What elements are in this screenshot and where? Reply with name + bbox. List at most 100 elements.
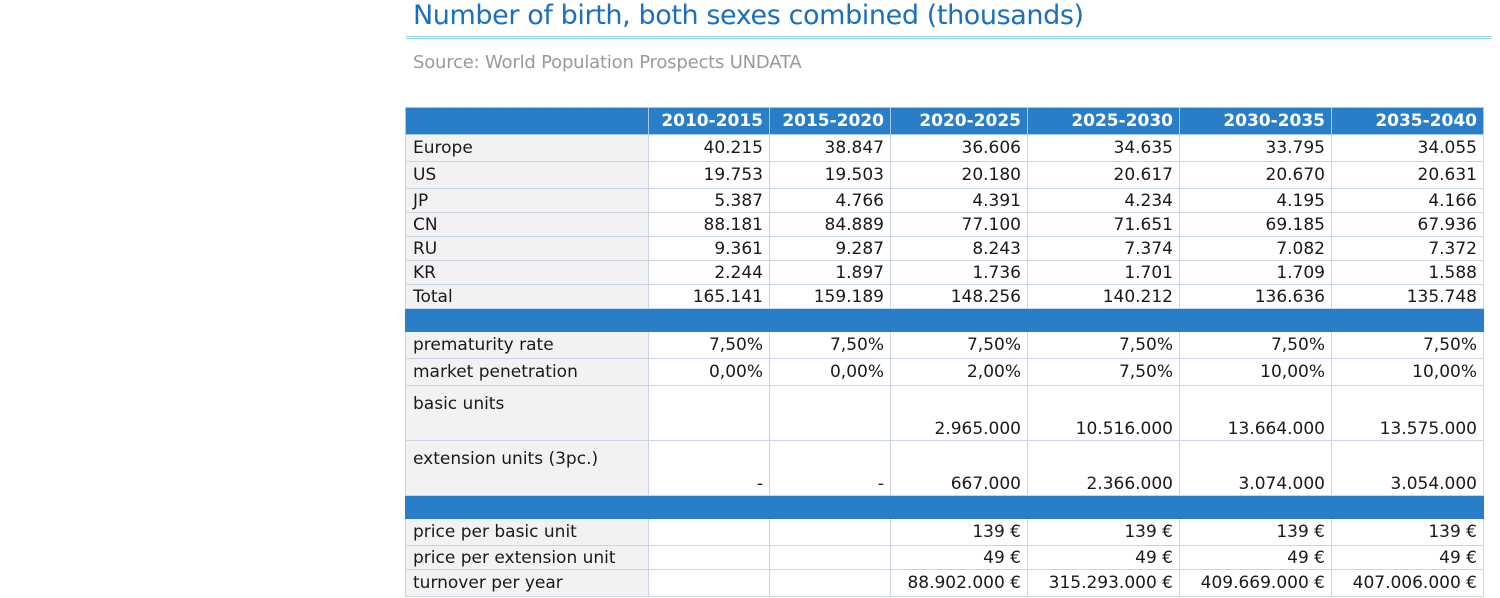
data-cell[interactable]: 1.701 [1027,260,1180,285]
data-cell[interactable]: 140.212 [1027,284,1180,309]
data-cell[interactable]: 136.636 [1179,284,1332,309]
data-cell[interactable]: 84.889 [769,212,891,237]
data-cell[interactable]: 49 € [1027,545,1180,570]
data-cell[interactable]: 7.372 [1331,236,1484,261]
data-cell[interactable]: - [648,440,770,496]
data-cell[interactable]: 34.635 [1027,134,1180,162]
data-cell[interactable]: 2,00% [890,358,1028,386]
data-cell[interactable]: 7,50% [648,331,770,359]
column-header[interactable]: 2015-2020 [769,107,891,135]
data-cell[interactable]: 10.516.000 [1027,385,1180,441]
data-cell[interactable]: 4.195 [1179,188,1332,213]
data-cell[interactable]: 4.166 [1331,188,1484,213]
data-cell[interactable]: 139 € [1027,518,1180,546]
data-cell[interactable]: 4.234 [1027,188,1180,213]
data-cell[interactable]: 71.651 [1027,212,1180,237]
data-cell[interactable]: 148.256 [890,284,1028,309]
data-cell[interactable]: 36.606 [890,134,1028,162]
data-cell[interactable]: 3.054.000 [1331,440,1484,496]
data-cell[interactable]: 667.000 [890,440,1028,496]
data-cell[interactable]: 315.293.000 € [1027,569,1180,597]
data-cell[interactable]: 67.936 [1331,212,1484,237]
data-cell[interactable]: 34.055 [1331,134,1484,162]
data-cell[interactable]: 49 € [1331,545,1484,570]
data-cell[interactable]: 5.387 [648,188,770,213]
data-cell[interactable]: 13.575.000 [1331,385,1484,441]
data-cell[interactable]: 0,00% [769,358,891,386]
data-cell[interactable]: 7,50% [1331,331,1484,359]
data-cell[interactable]: 19.753 [648,161,770,189]
column-header[interactable]: 2030-2035 [1179,107,1332,135]
data-cell[interactable]: 165.141 [648,284,770,309]
data-cell[interactable] [648,385,770,441]
data-cell[interactable]: 7,50% [1027,358,1180,386]
data-cell[interactable]: 139 € [1331,518,1484,546]
data-cell[interactable]: 409.669.000 € [1179,569,1332,597]
row-label[interactable]: prematurity rate [405,331,649,359]
data-cell[interactable]: 139 € [1179,518,1332,546]
data-cell[interactable]: 33.795 [1179,134,1332,162]
data-cell[interactable]: 88.902.000 € [890,569,1028,597]
data-cell[interactable]: 10,00% [1179,358,1332,386]
data-cell[interactable]: 135.748 [1331,284,1484,309]
data-cell[interactable]: 139 € [890,518,1028,546]
data-cell[interactable]: 0,00% [648,358,770,386]
data-cell[interactable]: 49 € [890,545,1028,570]
column-header[interactable]: 2010-2015 [648,107,770,135]
row-label[interactable]: JP [405,188,649,213]
data-cell[interactable]: 7.374 [1027,236,1180,261]
data-cell[interactable]: 20.631 [1331,161,1484,189]
data-cell[interactable] [648,545,770,570]
data-cell[interactable]: 49 € [1179,545,1332,570]
data-cell[interactable]: 2.965.000 [890,385,1028,441]
data-cell[interactable]: 1.588 [1331,260,1484,285]
column-header[interactable]: 2020-2025 [890,107,1028,135]
row-label[interactable]: extension units (3pc.) [405,440,649,496]
data-cell[interactable]: 7.082 [1179,236,1332,261]
row-label[interactable]: Total [405,284,649,309]
row-label[interactable]: price per basic unit [405,518,649,546]
data-cell[interactable]: 4.766 [769,188,891,213]
row-label[interactable]: turnover per year [405,569,649,597]
data-cell[interactable]: 9.287 [769,236,891,261]
data-cell[interactable]: 7,50% [1027,331,1180,359]
header-corner-cell[interactable] [405,107,649,135]
row-label[interactable]: KR [405,260,649,285]
data-cell[interactable]: 19.503 [769,161,891,189]
data-cell[interactable] [648,569,770,597]
row-label[interactable]: US [405,161,649,189]
data-cell[interactable]: 10,00% [1331,358,1484,386]
data-cell[interactable]: 8.243 [890,236,1028,261]
row-label[interactable]: RU [405,236,649,261]
column-header[interactable]: 2025-2030 [1027,107,1180,135]
data-cell[interactable] [769,385,891,441]
data-cell[interactable]: 88.181 [648,212,770,237]
data-cell[interactable]: 7,50% [890,331,1028,359]
data-cell[interactable]: 38.847 [769,134,891,162]
data-cell[interactable] [648,518,770,546]
data-cell[interactable]: 3.074.000 [1179,440,1332,496]
data-cell[interactable]: 9.361 [648,236,770,261]
column-header[interactable]: 2035-2040 [1331,107,1484,135]
data-cell[interactable]: 69.185 [1179,212,1332,237]
data-cell[interactable]: 77.100 [890,212,1028,237]
data-cell[interactable]: 1.736 [890,260,1028,285]
row-label[interactable]: Europe [405,134,649,162]
row-label[interactable]: market penetration [405,358,649,386]
data-cell[interactable]: 7,50% [769,331,891,359]
data-cell[interactable]: 1.709 [1179,260,1332,285]
data-cell[interactable]: 40.215 [648,134,770,162]
data-cell[interactable] [769,569,891,597]
data-cell[interactable]: 2.244 [648,260,770,285]
data-cell[interactable]: 20.180 [890,161,1028,189]
data-cell[interactable]: 13.664.000 [1179,385,1332,441]
data-cell[interactable]: - [769,440,891,496]
data-cell[interactable] [769,518,891,546]
data-cell[interactable]: 4.391 [890,188,1028,213]
data-cell[interactable]: 20.670 [1179,161,1332,189]
row-label[interactable]: basic units [405,385,649,441]
data-cell[interactable] [769,545,891,570]
data-cell[interactable]: 2.366.000 [1027,440,1180,496]
data-cell[interactable]: 159.189 [769,284,891,309]
data-cell[interactable]: 1.897 [769,260,891,285]
